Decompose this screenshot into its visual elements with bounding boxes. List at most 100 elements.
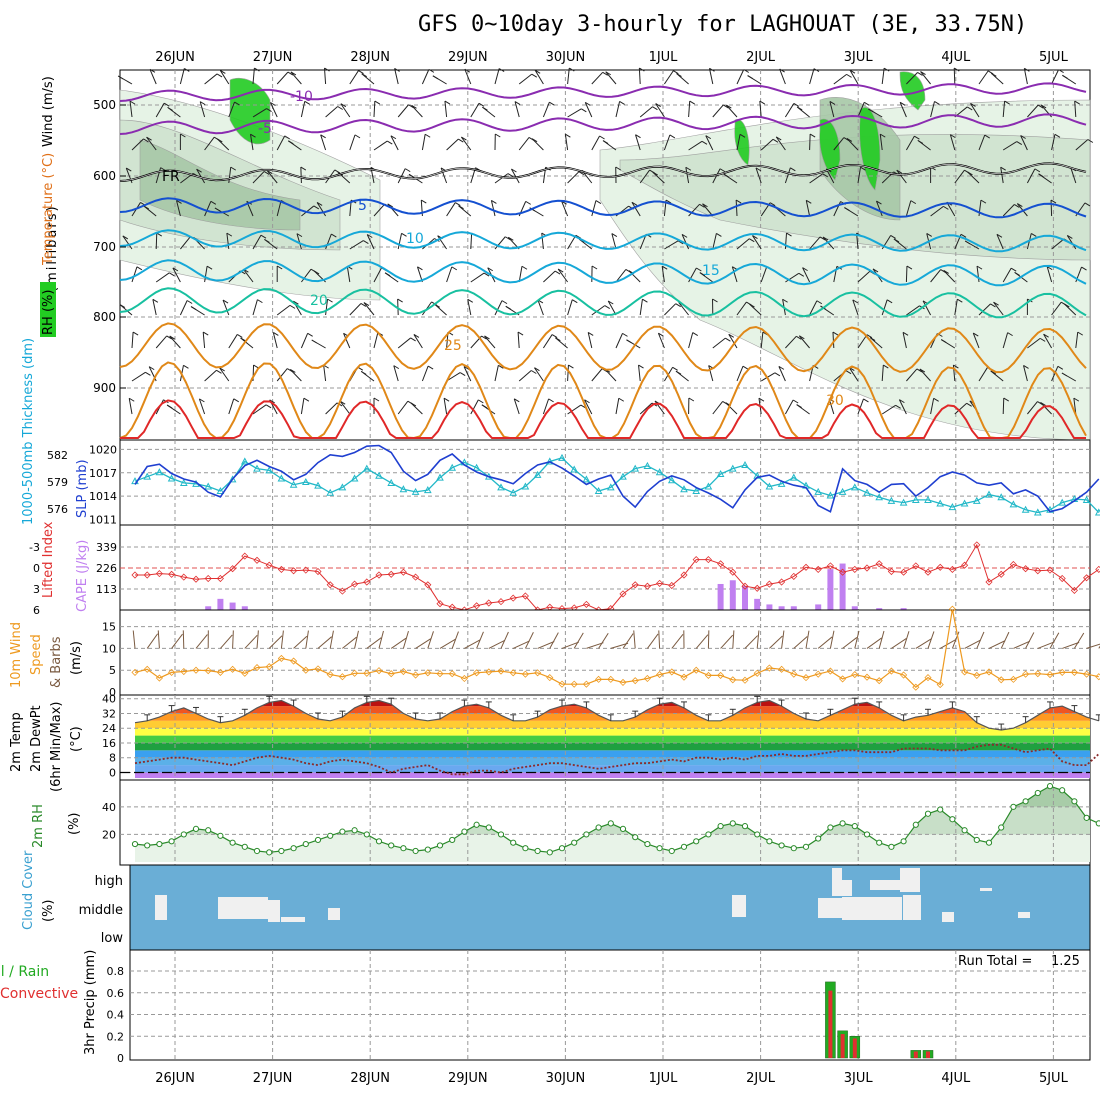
lifted-index-point	[643, 582, 651, 590]
thickness-point	[765, 482, 774, 490]
thickness-point	[362, 464, 371, 472]
upper-wind-barb-flag	[611, 233, 618, 237]
upper-wind-barb-flag	[167, 106, 173, 111]
upper-wind-barb	[949, 134, 956, 151]
upper-wind-barb-flag	[749, 303, 755, 308]
wind-speed-point	[1070, 668, 1078, 676]
cloud-panel: high middle low Cloud Cover (%)	[21, 850, 1091, 951]
upper-wind-barb	[784, 167, 791, 184]
wind-speed-point	[192, 666, 200, 674]
wind10m-barb	[171, 633, 183, 649]
upper-wind-barb-flag	[926, 233, 932, 237]
upper-wind-barb-flag	[844, 207, 850, 211]
lifted-index-point	[314, 567, 322, 576]
upper-wind-barb-flag	[461, 136, 467, 141]
lifted-index-point	[351, 580, 359, 588]
upper-wind-barb	[222, 299, 230, 316]
slp-thickness-panel: 1011 1014 1017 1020 576 579 582 1000-500mb Thi…	[21, 338, 1100, 527]
upper-wind-barb	[1002, 204, 1015, 217]
upper-wind-barb-flag	[126, 167, 132, 172]
upper-wind-barb-flag	[996, 233, 1003, 238]
upper-wind-barb	[300, 166, 302, 184]
wind-speed-point	[997, 676, 1005, 684]
upper-wind-barb-flag	[772, 138, 779, 143]
wind-speed-point	[314, 665, 322, 673]
wind10m-barb	[378, 630, 384, 649]
upper-wind-barb-flag	[822, 236, 829, 241]
cape-tick-label: 113	[96, 583, 117, 596]
upper-wind-barb	[155, 167, 162, 184]
wind-speed-point	[1083, 670, 1091, 678]
upper-wind-barb-flag	[953, 364, 959, 369]
wind-speed-point	[1046, 670, 1054, 679]
upper-wind-barb	[567, 299, 573, 316]
rh2m-point	[339, 828, 346, 835]
thickness-point	[155, 468, 164, 476]
thickness-point	[240, 457, 249, 465]
lifted-cape-axes: -3 0 3 6 113 226 339	[29, 541, 117, 617]
upper-wind-barb	[905, 135, 915, 151]
upper-wind-barb	[276, 71, 289, 85]
lifted-index-point	[704, 556, 712, 564]
upper-wind-barb	[1023, 68, 1028, 85]
bottom-date-label: 26JUN	[155, 1071, 195, 1086]
rh2m-point	[729, 820, 736, 827]
upper-wind-barb	[661, 266, 665, 283]
upper-wind-barb	[943, 270, 956, 283]
wind-speed-point	[936, 681, 944, 689]
rh2m-point	[827, 824, 834, 831]
upper-wind-barb	[202, 332, 206, 349]
wind-speed-point	[302, 666, 310, 674]
upper-wind-barb-flag	[311, 339, 318, 344]
thickness-point	[375, 471, 383, 479]
upper-wind-barb	[494, 365, 499, 382]
isotherm-freezing-inner	[119, 163, 1087, 182]
upper-air-ylabels: (millibars) RH (%) Temperature (°C) Wind…	[40, 76, 60, 337]
upper-wind-barb	[1023, 365, 1028, 382]
upper-wind-barb	[542, 101, 550, 118]
upper-wind-barb	[615, 333, 623, 349]
lifted-index-point	[1009, 560, 1017, 569]
upper-wind-barb-flag	[676, 73, 682, 77]
wind10m-barb	[244, 634, 258, 649]
rh2m-point	[314, 836, 322, 844]
upper-wind-barb	[779, 68, 786, 85]
rh2m-point	[546, 849, 553, 856]
upper-wind-barb-flag	[618, 397, 625, 402]
upper-wind-barb	[446, 138, 459, 151]
upper-wind-barb	[146, 136, 157, 151]
upper-wind-barb	[226, 233, 230, 250]
rh2m-unit: (%)	[67, 813, 82, 836]
isotherm-line	[119, 197, 1087, 219]
upper-wind-barb-flag	[220, 70, 226, 74]
upper-wind-barb	[978, 70, 989, 85]
lifted-index-point	[631, 581, 639, 589]
lifted-index-label: Lifted Index	[41, 521, 56, 598]
li-tick-label: -3	[29, 541, 40, 554]
upper-wind-barb-flag	[863, 101, 870, 106]
thickness-point	[326, 488, 335, 496]
lifted-index-point	[1058, 574, 1066, 583]
rh2m-point	[619, 825, 627, 832]
upper-wind-barb-flag	[217, 138, 223, 143]
upper-wind-barb-flag	[554, 270, 561, 275]
upper-wind-barb-flag	[410, 337, 416, 342]
upper-wind-barb	[930, 205, 944, 217]
lifted-index-point	[363, 578, 371, 586]
upper-wind-barb	[421, 365, 429, 382]
upper-wind-barb-flag	[443, 397, 450, 402]
lifted-index-point	[424, 581, 432, 589]
upper-wind-barb-flag	[1020, 135, 1026, 139]
upper-wind-barb	[736, 365, 744, 382]
upper-wind-barb	[785, 272, 800, 283]
upper-wind-barb-flag	[534, 367, 540, 372]
upper-wind-barb-flag	[652, 171, 658, 176]
temp-band	[135, 765, 1090, 773]
upper-wind-barb-flag	[501, 300, 508, 305]
upper-wind-barb	[688, 140, 703, 151]
upper-wind-barb	[543, 270, 556, 283]
upper-wind-barb	[325, 299, 329, 316]
upper-wind-barb-flag	[307, 332, 313, 337]
upper-wind-barb	[180, 236, 191, 250]
upper-wind-barb-flag	[363, 240, 369, 244]
